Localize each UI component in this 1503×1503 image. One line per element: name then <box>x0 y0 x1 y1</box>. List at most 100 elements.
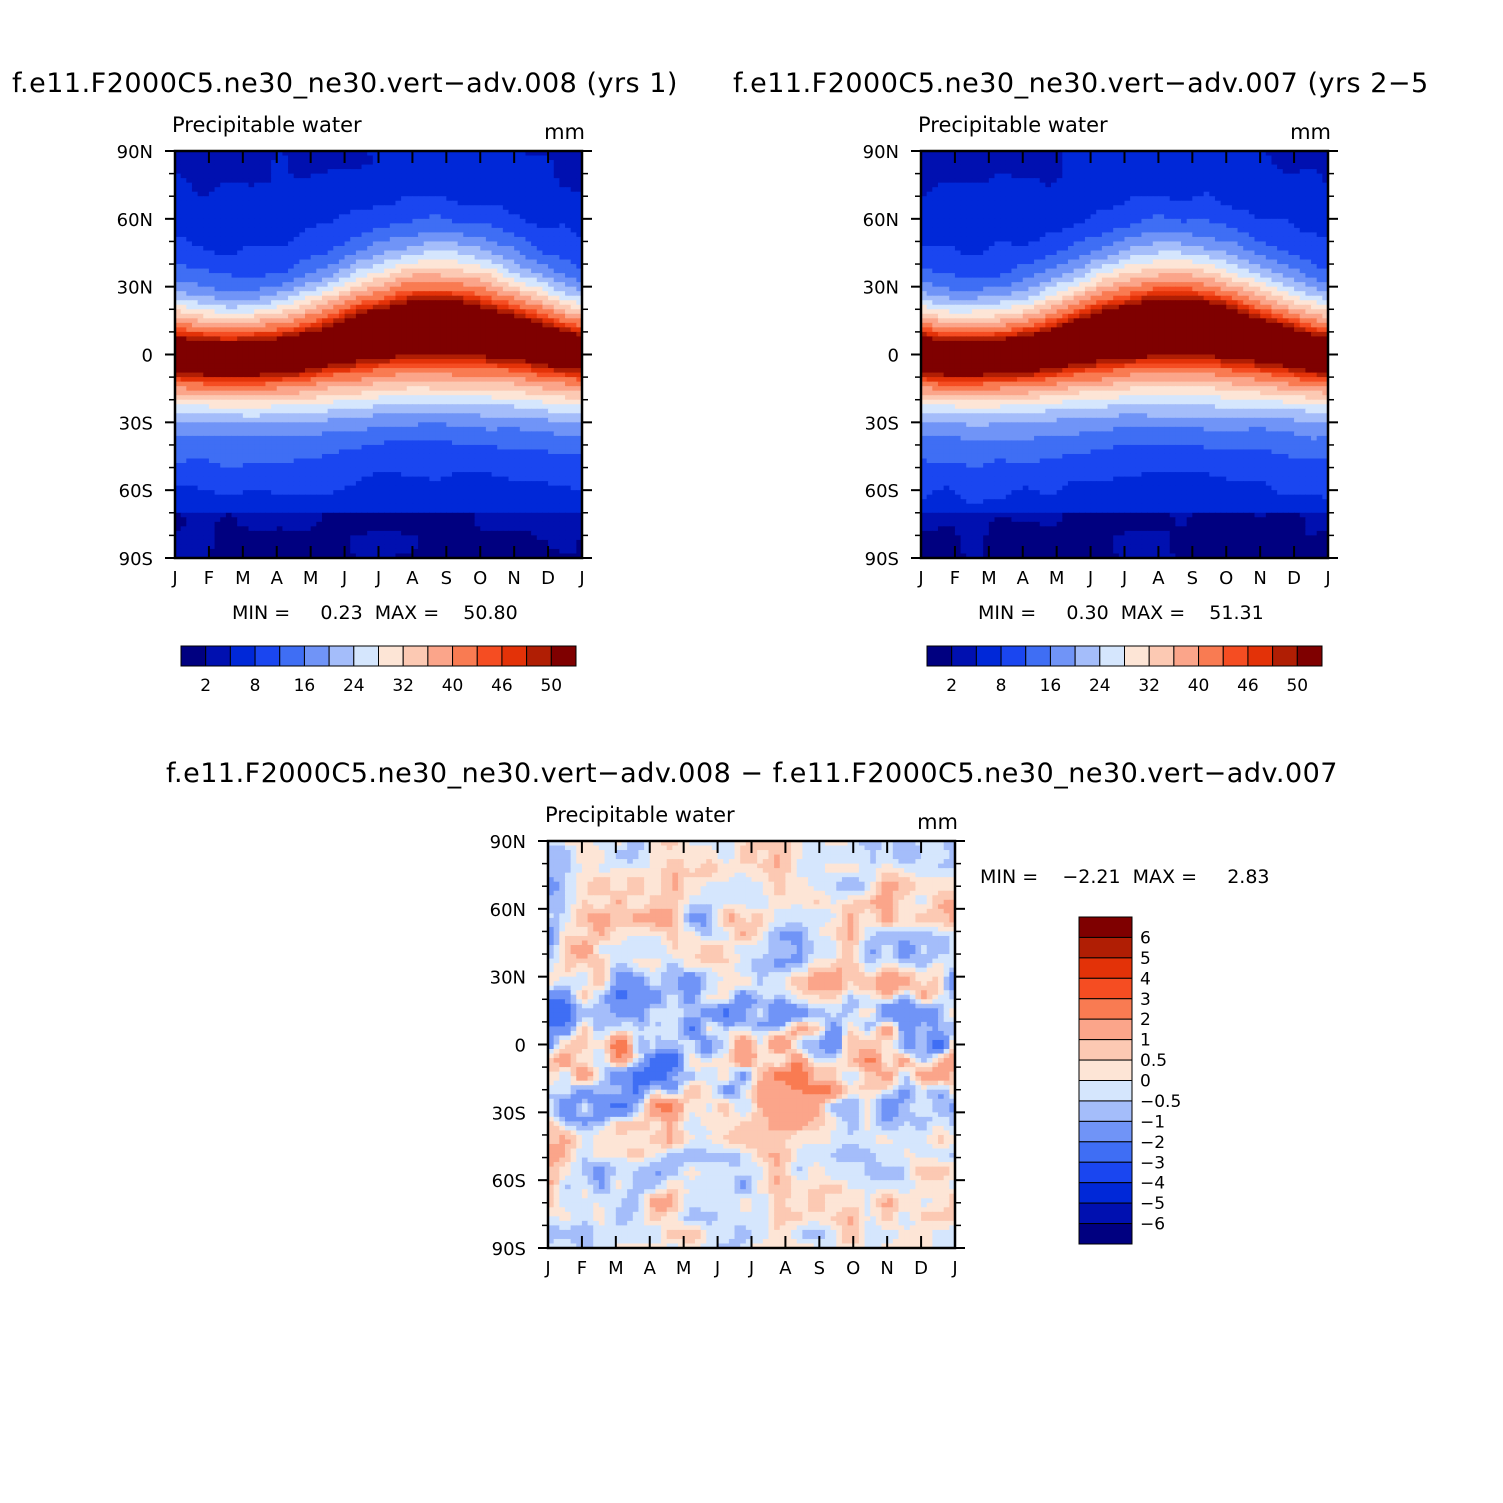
contour-cell <box>497 444 504 451</box>
contour-cell <box>446 155 453 161</box>
contour-cell <box>254 377 261 383</box>
contour-cell <box>463 368 470 374</box>
contour-cell <box>242 309 250 315</box>
contour-cell <box>265 223 272 229</box>
contour-cell <box>418 236 425 243</box>
contour-cell <box>559 431 566 437</box>
contour-cell <box>480 273 487 279</box>
contour-cell <box>237 408 244 414</box>
contour-cell <box>237 191 244 197</box>
contour-cell <box>468 322 476 328</box>
contour-cell <box>508 304 515 310</box>
contour-cell <box>531 449 538 455</box>
contour-cell <box>293 160 300 166</box>
contour-cell <box>225 264 233 270</box>
contour-cell <box>288 155 295 161</box>
contour-cell <box>440 318 447 324</box>
contour-cell <box>237 255 244 261</box>
contour-cell <box>536 250 544 256</box>
contour-cell <box>259 386 267 392</box>
contour-cell <box>355 187 363 193</box>
contour-cell <box>451 390 459 396</box>
contour-cell <box>344 417 351 423</box>
contour-cell <box>242 363 250 369</box>
contour-cell <box>468 218 476 224</box>
contour-cell <box>220 413 227 419</box>
contour-cell <box>508 417 515 423</box>
contour-cell <box>378 245 385 252</box>
contour-cell <box>378 363 385 369</box>
contour-cell <box>559 300 566 306</box>
contour-cell <box>384 187 391 193</box>
contour-cell <box>553 309 560 315</box>
contour-cell <box>372 264 380 270</box>
contour-cell <box>288 286 295 292</box>
contour-cell <box>389 273 397 279</box>
contour-cell <box>214 386 221 392</box>
contour-cell <box>491 223 498 229</box>
contour-cell <box>542 164 549 170</box>
contour-cell <box>293 182 300 188</box>
contour-cell <box>401 218 408 224</box>
contour-cell <box>531 264 538 270</box>
contour-cell <box>254 295 261 301</box>
contour-cell <box>350 236 357 243</box>
contour-cell <box>536 349 544 356</box>
contour-cell <box>237 422 244 428</box>
contour-cell <box>197 200 204 206</box>
contour-cell <box>214 241 221 247</box>
contour-cell <box>316 264 323 270</box>
contour-cell <box>327 173 334 179</box>
contour-cell <box>389 404 397 410</box>
contour-cell <box>288 336 295 342</box>
contour-cell <box>548 363 555 369</box>
contour-cell <box>350 318 357 324</box>
contour-cell <box>327 331 334 338</box>
contour-cell <box>310 187 317 193</box>
contour-cell <box>259 431 267 437</box>
contour-cell <box>576 435 583 442</box>
contour-cell <box>412 390 419 396</box>
contour-cell <box>576 245 583 252</box>
contour-cell <box>271 223 278 229</box>
contour-cell <box>423 345 430 351</box>
contour-cell <box>242 178 250 184</box>
contour-cell <box>576 223 583 229</box>
contour-cell <box>514 336 521 342</box>
contour-cell <box>429 291 436 297</box>
contour-cell <box>355 399 363 405</box>
contour-cell <box>491 259 498 265</box>
contour-cell <box>463 160 470 166</box>
contour-cell <box>548 345 555 351</box>
contour-cell <box>214 187 221 193</box>
contour-cell <box>474 404 481 410</box>
contour-cell <box>310 422 317 428</box>
contour-cell <box>548 218 555 224</box>
contour-cell <box>565 390 572 396</box>
contour-cell <box>429 209 436 215</box>
contour-cell <box>559 435 566 442</box>
contour-cell <box>395 277 402 283</box>
contour-cell <box>208 377 216 383</box>
contour-cell <box>191 236 199 243</box>
contour-cell <box>242 359 250 365</box>
contour-cell <box>440 218 447 224</box>
contour-cell <box>344 268 351 274</box>
contour-cell <box>338 300 346 306</box>
contour-cell <box>531 444 538 451</box>
contour-cell <box>401 241 408 247</box>
contour-cell <box>440 444 447 451</box>
contour-cell <box>254 331 261 338</box>
contour-cell <box>372 322 380 328</box>
contour-cell <box>175 300 182 306</box>
contour-cell <box>372 309 380 315</box>
contour-cell <box>502 187 510 193</box>
contour-cell <box>435 155 442 161</box>
contour-cell <box>548 200 555 206</box>
contour-cell <box>175 444 182 451</box>
contour-cell <box>208 164 216 170</box>
contour-cell <box>576 404 583 410</box>
contour-cell <box>248 336 255 342</box>
contour-cell <box>344 395 351 401</box>
contour-cell <box>435 345 442 351</box>
